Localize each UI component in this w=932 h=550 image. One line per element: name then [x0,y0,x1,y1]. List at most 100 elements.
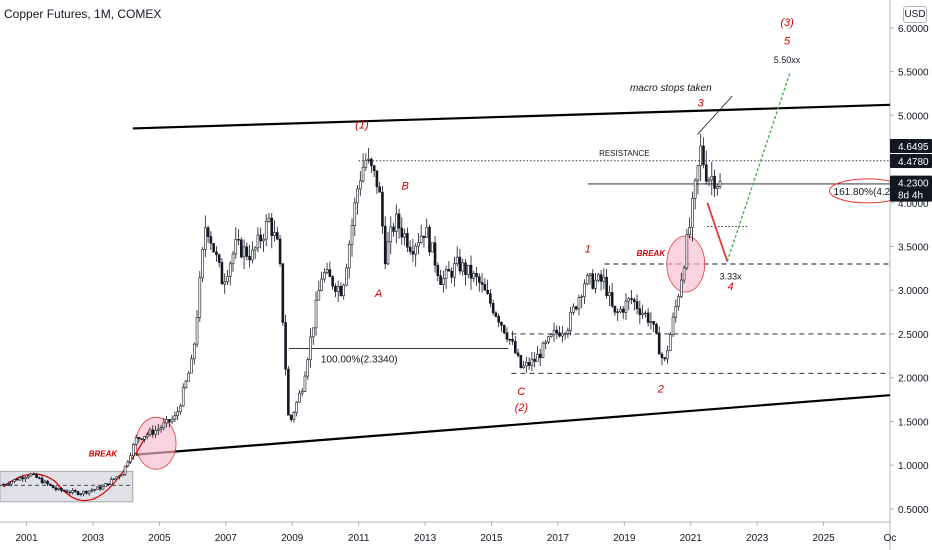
candle-body [37,477,41,479]
candle-body [187,372,191,382]
candle-body [491,303,495,314]
candle-body [572,306,575,313]
candle-body [226,276,229,283]
symbol-name: Copper Futures [4,7,88,21]
candle-body [475,273,478,278]
candle-body [417,242,420,247]
channel-upper-line [132,103,891,130]
candle-body [148,429,152,435]
candle-body [627,298,631,302]
candle-body [121,474,124,477]
candle-body [422,235,426,238]
candle-body [123,465,127,475]
candle-body [455,256,459,264]
candle-body [24,477,27,480]
candle-body [309,336,312,361]
candle-body [406,233,409,248]
candle-body [594,279,597,289]
candle-body [646,312,650,323]
exchange-label: COMEX [117,7,162,21]
candle-body [209,236,213,244]
currency-selector-button[interactable]: USD [903,6,927,23]
candle-body [370,158,373,167]
candle-body [292,412,296,420]
candle-body [359,180,362,190]
candle-body [469,264,473,279]
candle-body [46,480,49,485]
wave-label: 2 [657,384,664,396]
candle-body [544,341,548,344]
candle-body [65,490,69,493]
price-tag-countdown: 8d 4h [898,191,923,202]
candle-body [253,247,257,251]
candle-body [29,473,33,477]
red-projection-line [706,202,729,262]
range-box [0,470,134,503]
candle-body [561,333,564,337]
resistance-label: RESISTANCE [599,149,650,158]
candle-body [173,415,177,420]
y-tick-label: 2.5000 [898,330,929,341]
y-tick-label: 1.0000 [898,461,929,472]
candle-body [287,368,290,416]
candle-body [159,427,163,430]
candle-body [242,246,246,258]
candle-body [541,343,545,359]
candle-body [201,249,204,279]
chart-annotation: 5.50xx [774,55,801,65]
candle-body [583,283,586,297]
wave-label: 3 [698,98,705,110]
candle-body [674,306,678,318]
x-tick-label: 2015 [480,533,503,544]
candle-body [392,226,395,232]
candle-body [408,246,412,252]
candle-body [428,226,431,253]
candle-body [710,175,714,181]
x-tick-label: 2003 [82,533,105,544]
price-tag [890,153,932,168]
candle-body [685,234,689,269]
candle-body [464,262,467,275]
candle-body [381,191,384,227]
candle-body [104,483,108,487]
candle-body [151,429,155,435]
candle-body [112,478,116,480]
candle-body [430,242,434,253]
candle-body [215,251,218,256]
candle-body [641,312,644,315]
candle-body [314,299,318,329]
candle-body [162,422,166,428]
candle-body [655,323,658,334]
candle-body [472,273,476,279]
candle-body [306,359,310,377]
candle-body [107,483,110,485]
candle-body [522,365,525,368]
candle-body [378,186,381,193]
candle-body [536,353,539,362]
candle-body [671,316,675,335]
candle-body [500,321,503,326]
candle-body [325,269,329,273]
candle-body [621,308,625,313]
candle-body [569,311,572,331]
x-tick-label: 2013 [414,533,437,544]
candle-body [43,480,47,484]
candle-body [555,329,559,334]
wave-label: C [517,386,525,398]
candle-body [231,253,235,265]
candle-body [599,274,603,282]
candle-body [704,164,708,182]
candle-body [508,338,512,341]
y-tick-label: 1.5000 [898,417,929,428]
candle-body [630,298,633,300]
price-tag [890,138,932,153]
candle-body [436,264,440,277]
price-tag [890,175,932,202]
candle-body [403,233,406,238]
candle-body [552,329,556,335]
candle-body [245,246,249,257]
candle-body [400,227,404,238]
candle-body [527,362,531,366]
candle-body [716,186,719,189]
